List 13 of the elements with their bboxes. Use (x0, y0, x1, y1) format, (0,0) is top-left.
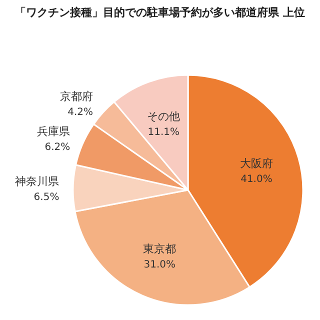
slice-label: 神奈川県 (15, 174, 60, 188)
data-label: 31.0% (144, 259, 176, 270)
slice-label: 大阪府 (240, 157, 273, 170)
data-label: 41.0% (240, 174, 272, 186)
chart-title: 「ワクチン接種」目的での駐車場予約が多い都道府県 上位 (15, 6, 305, 19)
data-label: 6.5% (34, 192, 60, 203)
data-label: 4.2% (68, 107, 94, 118)
slice-label: その他 (147, 110, 180, 123)
slice-label: 兵庫県 (37, 125, 70, 138)
data-label: 11.1% (148, 126, 180, 138)
data-label: 6.2% (44, 142, 70, 154)
slice-label: 東京都 (143, 242, 176, 256)
slice-label: 京都府 (60, 90, 94, 104)
